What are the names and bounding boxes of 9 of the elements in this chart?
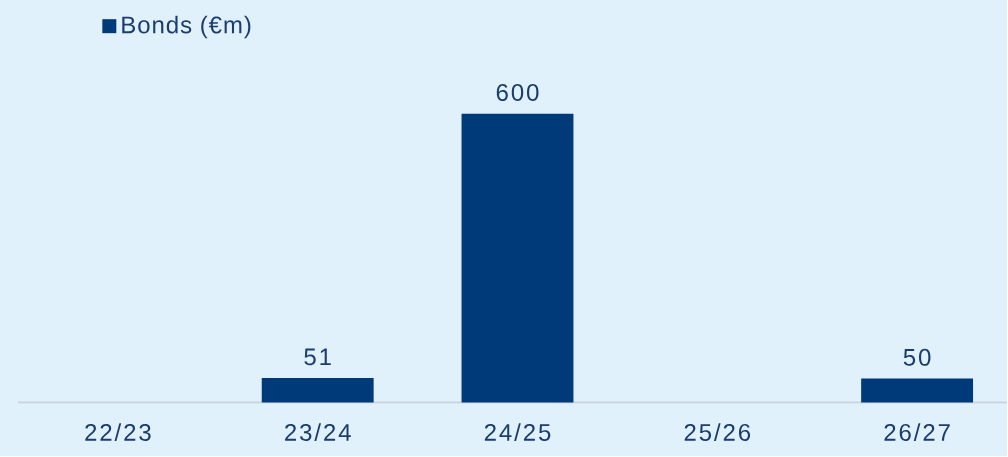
data-label: 51 (304, 348, 331, 366)
data-label: 600 (496, 84, 539, 102)
x-tick-label: 24/25 (484, 423, 551, 442)
x-tick-label: 23/24 (285, 423, 351, 442)
x-tick-label: 22/23 (85, 423, 151, 442)
x-tick-label: 26/27 (884, 423, 950, 442)
legend-label: Bonds (€m) (122, 16, 251, 39)
x-tick-label: 25/26 (684, 423, 751, 442)
data-label: 50 (903, 349, 931, 367)
